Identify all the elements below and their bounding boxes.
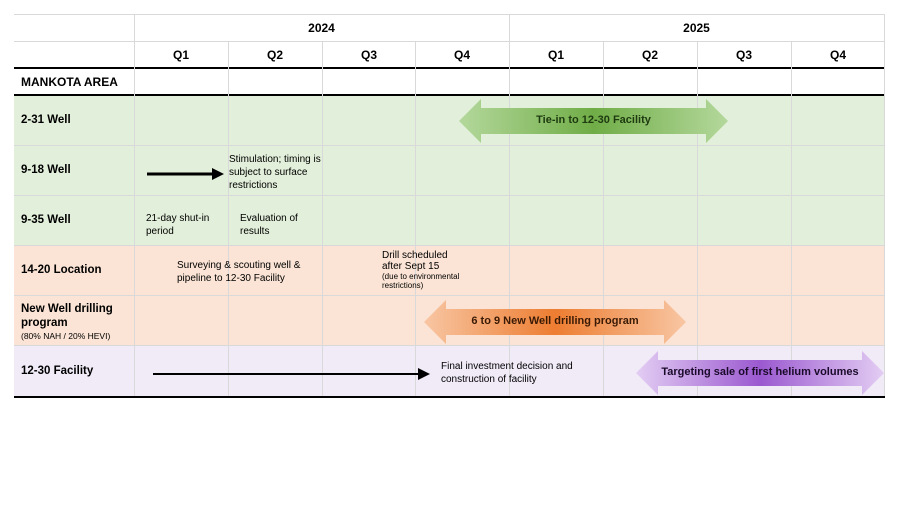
- row-bg-9-18: [14, 146, 885, 196]
- quarter-2024-q4: Q4: [453, 48, 470, 62]
- grid-header-bottom: [14, 67, 885, 69]
- row-label-2-31-well: 2-31 Well: [21, 114, 71, 126]
- helium-sales-label: Targeting sale of first helium volumes: [661, 366, 859, 378]
- section-title: MANKOTA AREA: [21, 75, 118, 89]
- drill-schedule-sub: (due to environmental restrictions): [382, 272, 460, 290]
- grid-col-end: [884, 14, 885, 396]
- quarter-2024-q3: Q3: [360, 48, 377, 62]
- grid-col-q2: [228, 42, 229, 396]
- fid-note: Final investment decision and constructi…: [441, 361, 573, 385]
- tie-in-label: Tie-in to 12-30 Facility: [536, 114, 651, 126]
- evaluation-note: Evaluation of results: [240, 213, 298, 237]
- drill-schedule-note: Drill scheduled after Sept 15 (due to en…: [382, 250, 492, 290]
- row-label-9-18-well: 9-18 Well: [21, 164, 71, 176]
- grid-top: [14, 14, 885, 15]
- row-label-new-well-program: New Well drilling program: [21, 303, 113, 329]
- grid-col-q4: [415, 42, 416, 396]
- quarter-2024-q2: Q2: [266, 48, 283, 62]
- tie-in-arrow: [459, 99, 728, 143]
- year-2024: 2024: [308, 21, 335, 35]
- year-2025: 2025: [683, 21, 710, 35]
- quarter-2025-q3: Q3: [735, 48, 752, 62]
- stimulation-note: Stimulation; timing is subject to surfac…: [229, 154, 321, 191]
- grid-row-1: [14, 145, 885, 146]
- grid-row-5: [14, 345, 885, 346]
- grid-section-bottom: [14, 94, 885, 96]
- grid-col-q3: [322, 42, 323, 396]
- stimulation-arrow-head: [212, 168, 224, 180]
- grid-col-q7: [697, 42, 698, 396]
- drilling-program-label: 6 to 9 New Well drilling program: [471, 315, 639, 327]
- row-bg-14-20: [14, 246, 885, 296]
- grid-row-3: [14, 245, 885, 246]
- grid-col-year: [509, 14, 510, 396]
- helium-sales-arrow: [636, 351, 884, 395]
- row-label-12-30-facility: 12-30 Facility: [21, 365, 94, 377]
- row-label-14-20-location: 14-20 Location: [21, 264, 102, 276]
- surveying-note: Surveying & scouting well & pipeline to …: [177, 260, 301, 284]
- row-bg-9-35: [14, 196, 885, 246]
- drilling-program-arrow: [424, 300, 686, 344]
- row-sublabel-new-well-split: (80% NAH / 20% HEVI): [21, 331, 111, 341]
- grid-row-2: [14, 195, 885, 196]
- drill-schedule-main: Drill scheduled after Sept 15: [382, 250, 448, 272]
- quarter-2025-q2: Q2: [641, 48, 658, 62]
- grid-year-sep: [14, 41, 885, 42]
- facility-arrow-head: [418, 368, 430, 380]
- quarter-2024-q1: Q1: [172, 48, 189, 62]
- grid-bottom: [14, 396, 885, 398]
- shut-in-note: 21-day shut-in period: [146, 213, 210, 237]
- grid-col-q6: [603, 42, 604, 396]
- row-label-9-35-well: 9-35 Well: [21, 214, 71, 226]
- quarter-2025-q4: Q4: [829, 48, 846, 62]
- row-bg-2-31: [14, 96, 885, 146]
- grid-col-label: [134, 14, 135, 396]
- quarter-2025-q1: Q1: [547, 48, 564, 62]
- grid-row-4: [14, 295, 885, 296]
- grid-col-q8: [791, 42, 792, 396]
